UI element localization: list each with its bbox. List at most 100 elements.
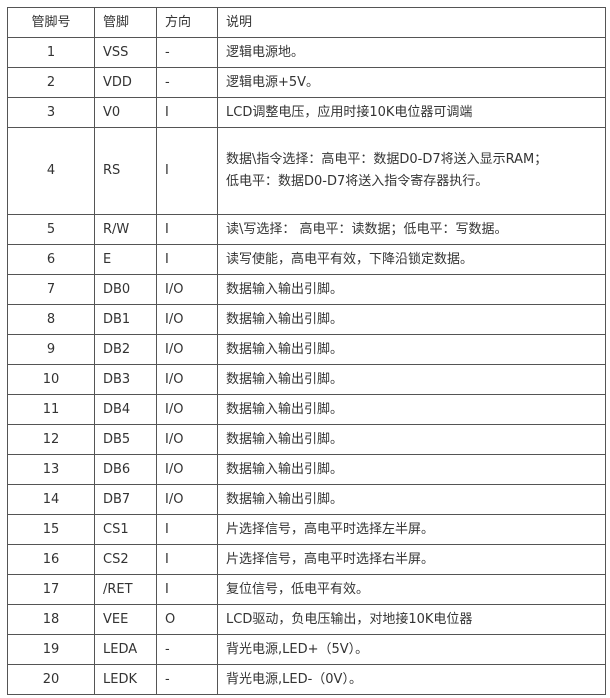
pin-description: 逻辑电源+5V。 xyxy=(217,67,606,98)
description-line: LCD驱动，负电压输出，对地接10K电位器 xyxy=(226,611,473,627)
table-row: 5 R/W I 读\写选择： 高电平：读数据；低电平：写数据。 xyxy=(7,214,606,245)
pin-table: 管脚号 管脚 方向 说明 1 VSS - 逻辑电源地。 2 VDD - 逻辑电源+5V。 3 V0… xyxy=(7,7,606,695)
pin-number: 9 xyxy=(7,334,95,365)
table-row: 10 DB3 I/O 数据输入输出引脚。 xyxy=(7,364,606,395)
pin-description: 读写使能，高电平有效，下降沿锁定数据。 xyxy=(217,244,606,275)
header-pin-number: 管脚号 xyxy=(7,7,95,38)
pin-number: 4 xyxy=(7,127,95,215)
pin-name: LEDA xyxy=(94,634,157,665)
table-row: 19 LEDA - 背光电源,LED+（5V）。 xyxy=(7,634,606,665)
pin-number: 7 xyxy=(7,274,95,305)
table-row: 18 VEE O LCD驱动，负电压输出，对地接10K电位器 xyxy=(7,604,606,635)
pin-direction: - xyxy=(156,664,218,695)
pin-description: 数据输入输出引脚。 xyxy=(217,394,606,425)
pin-name: DB4 xyxy=(94,394,157,425)
pin-direction: I/O xyxy=(156,424,218,455)
pin-name: DB2 xyxy=(94,334,157,365)
pin-name: LEDK xyxy=(94,664,157,695)
description-line: 逻辑电源+5V。 xyxy=(226,74,320,90)
pin-number: 20 xyxy=(7,664,95,695)
pin-description: 数据\指令选择：高电平：数据D0-D7将送入显示RAM； 低电平：数据D0-D7将… xyxy=(217,127,606,215)
pin-description: 背光电源,LED-（0V）。 xyxy=(217,664,606,695)
pin-direction: I xyxy=(156,244,218,275)
pin-name: DB6 xyxy=(94,454,157,485)
table-row: 11 DB4 I/O 数据输入输出引脚。 xyxy=(7,394,606,425)
description-line: 背光电源,LED-（0V）。 xyxy=(226,671,362,687)
pin-description: 读\写选择： 高电平：读数据；低电平：写数据。 xyxy=(217,214,606,245)
description-line: LCD调整电压，应用时接10K电位器可调端 xyxy=(226,104,473,120)
pin-description: 数据输入输出引脚。 xyxy=(217,274,606,305)
pin-description: 片选择信号，高电平时选择右半屏。 xyxy=(217,544,606,575)
pin-name: DB1 xyxy=(94,304,157,335)
description-line: 片选择信号，高电平时选择左半屏。 xyxy=(226,521,435,537)
pin-name: R/W xyxy=(94,214,157,245)
description-line: 数据输入输出引脚。 xyxy=(226,341,344,357)
table-row: 13 DB6 I/O 数据输入输出引脚。 xyxy=(7,454,606,485)
table-row: 3 V0 I LCD调整电压，应用时接10K电位器可调端 xyxy=(7,97,606,128)
pin-direction: O xyxy=(156,604,218,635)
table-row: 17/RET I 复位信号，低电平有效。 xyxy=(7,574,606,605)
table-row: 8 DB1 I/O 数据输入输出引脚。 xyxy=(7,304,606,335)
pin-description: 数据输入输出引脚。 xyxy=(217,304,606,335)
pin-direction: I xyxy=(156,214,218,245)
pin-number: 17 xyxy=(7,574,95,605)
table-row: 2 VDD - 逻辑电源+5V。 xyxy=(7,67,606,98)
pin-name: V0 xyxy=(94,97,157,128)
pin-name: VSS xyxy=(94,37,157,68)
pin-name: DB3 xyxy=(94,364,157,395)
table-row: 14 DB7 I/O 数据输入输出引脚。 xyxy=(7,484,606,515)
description-line: 数据输入输出引脚。 xyxy=(226,461,344,477)
pin-direction: I/O xyxy=(156,364,218,395)
pin-description: 数据输入输出引脚。 xyxy=(217,364,606,395)
pin-description: LCD驱动，负电压输出，对地接10K电位器 xyxy=(217,604,606,635)
pin-number: 1 xyxy=(7,37,95,68)
header-direction: 方向 xyxy=(156,7,218,38)
pin-number: 5 xyxy=(7,214,95,245)
pin-number: 19 xyxy=(7,634,95,665)
table-row: 9 DB2 I/O 数据输入输出引脚。 xyxy=(7,334,606,365)
table-row: 20 LEDK - 背光电源,LED-（0V）。 xyxy=(7,664,606,695)
pin-description: 数据输入输出引脚。 xyxy=(217,454,606,485)
description-line: 数据输入输出引脚。 xyxy=(226,311,344,327)
header-pin: 管脚 xyxy=(94,7,157,38)
pin-number: 11 xyxy=(7,394,95,425)
pin-direction: I xyxy=(156,127,218,215)
pin-number: 2 xyxy=(7,67,95,98)
table-row: 7 DB0 I/O 数据输入输出引脚。 xyxy=(7,274,606,305)
pin-number: 14 xyxy=(7,484,95,515)
pin-direction: I xyxy=(156,544,218,575)
table-row: 1 VSS - 逻辑电源地。 xyxy=(7,37,606,68)
description-line: 数据输入输出引脚。 xyxy=(226,431,344,447)
pin-direction: I/O xyxy=(156,454,218,485)
pin-direction: I xyxy=(156,97,218,128)
table-row: 4 RS I 数据\指令选择：高电平：数据D0-D7将送入显示RAM； 低电平：数据D0… xyxy=(7,127,606,215)
pin-description: 片选择信号，高电平时选择左半屏。 xyxy=(217,514,606,545)
description-line: 数据输入输出引脚。 xyxy=(226,401,344,417)
pin-description: LCD调整电压，应用时接10K电位器可调端 xyxy=(217,97,606,128)
pin-number: 8 xyxy=(7,304,95,335)
pin-direction: I/O xyxy=(156,274,218,305)
description-line: 数据输入输出引脚。 xyxy=(226,491,344,507)
pin-description: 数据输入输出引脚。 xyxy=(217,424,606,455)
table-row: 16 CS2 I 片选择信号，高电平时选择右半屏。 xyxy=(7,544,606,575)
pin-direction: I/O xyxy=(156,484,218,515)
pin-name: VDD xyxy=(94,67,157,98)
pin-description: 数据输入输出引脚。 xyxy=(217,334,606,365)
pin-direction: I/O xyxy=(156,394,218,425)
pin-direction: - xyxy=(156,37,218,68)
pin-name: CS1 xyxy=(94,514,157,545)
header-description: 说明 xyxy=(217,7,606,38)
description-line: 复位信号，低电平有效。 xyxy=(226,581,370,597)
description-line: 逻辑电源地。 xyxy=(226,44,305,60)
pin-description: 逻辑电源地。 xyxy=(217,37,606,68)
pin-name: DB5 xyxy=(94,424,157,455)
description-line: 数据输入输出引脚。 xyxy=(226,281,344,297)
pin-number: 13 xyxy=(7,454,95,485)
table-row: 12 DB5 I/O 数据输入输出引脚。 xyxy=(7,424,606,455)
pin-number: 6 xyxy=(7,244,95,275)
pin-description: 背光电源,LED+（5V）。 xyxy=(217,634,606,665)
pin-description: 复位信号，低电平有效。 xyxy=(217,574,606,605)
description-line: 片选择信号，高电平时选择右半屏。 xyxy=(226,551,435,567)
pin-direction: I xyxy=(156,514,218,545)
pin-name: VEE xyxy=(94,604,157,635)
